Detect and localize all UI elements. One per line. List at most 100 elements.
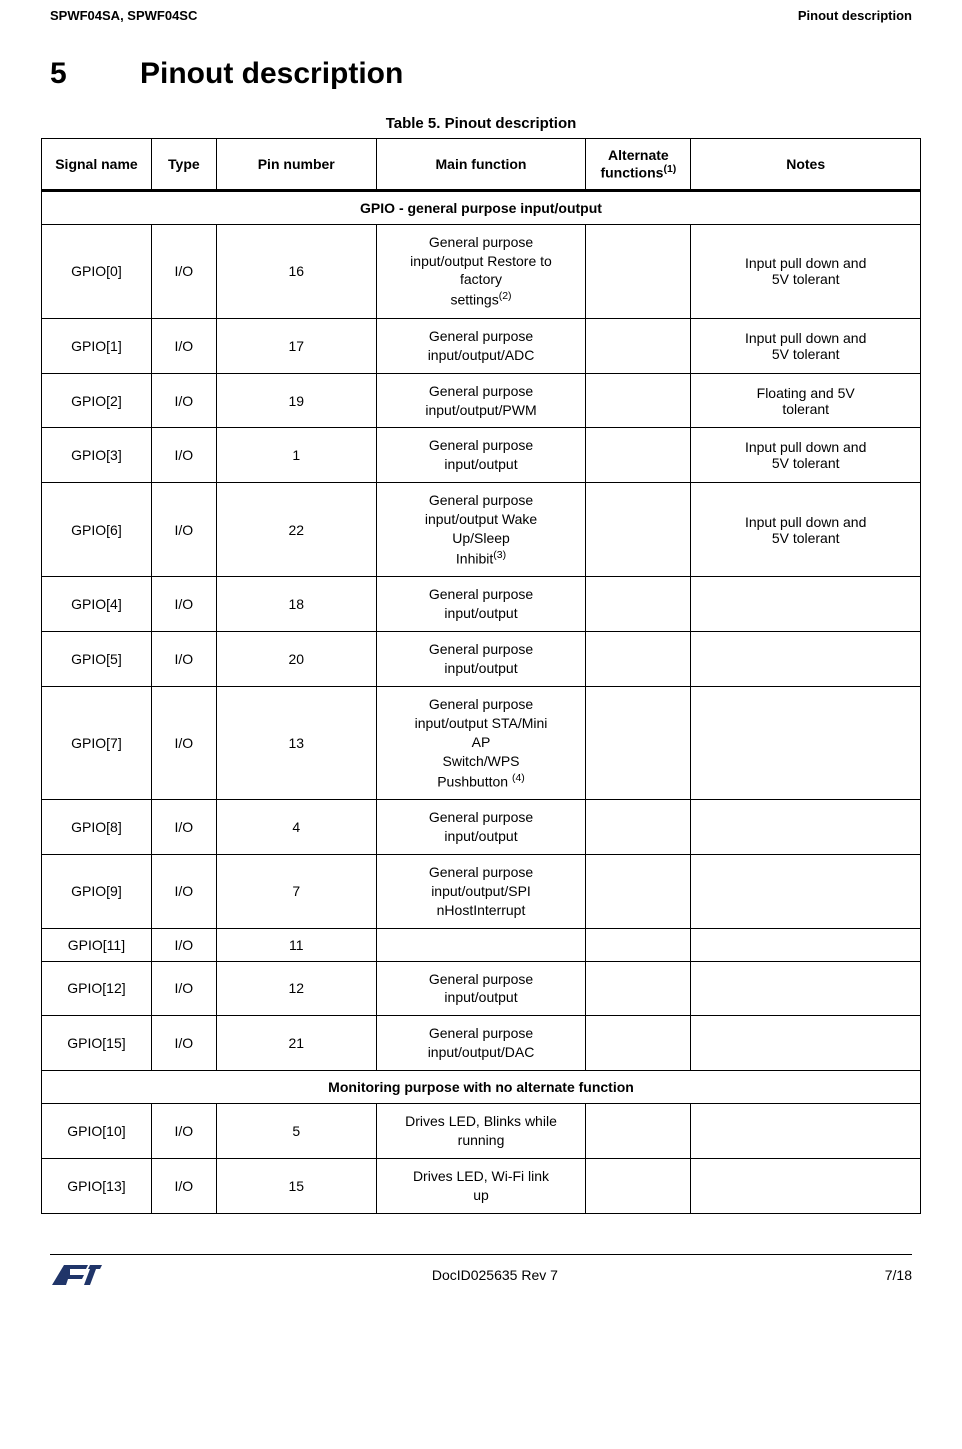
table-row: GPIO[2] I/O 19 General purpose input/out… [42, 373, 921, 428]
table-header-row: Signal name Type Pin number Main functio… [42, 139, 921, 191]
cell-signal: GPIO[3] [42, 428, 152, 483]
table-row: GPIO[3] I/O 1 General purpose input/outp… [42, 428, 921, 483]
cell-notes [691, 1016, 921, 1071]
main-line: input/output Restore to [410, 253, 552, 269]
main-line: input/output [444, 660, 517, 676]
cell-type: I/O [151, 800, 216, 855]
notes-line: Input pull down and [745, 330, 866, 346]
main-line: General purpose [429, 586, 533, 602]
pinout-table: Signal name Type Pin number Main functio… [41, 138, 921, 1214]
table-row: GPIO[13] I/O 15 Drives LED, Wi-Fi link u… [42, 1158, 921, 1213]
main-line: General purpose [429, 437, 533, 453]
main-line: input/output/DAC [428, 1044, 535, 1060]
cell-type: I/O [151, 483, 216, 577]
cell-main [376, 928, 586, 961]
main-line: Drives LED, Wi-Fi link [413, 1168, 549, 1184]
cell-type: I/O [151, 318, 216, 373]
main-line: up [473, 1187, 489, 1203]
main-line: General purpose [429, 864, 533, 880]
cell-alt [586, 1104, 691, 1159]
cell-alt [586, 854, 691, 928]
main-line: General purpose [429, 492, 533, 508]
table-row: GPIO[9] I/O 7 General purpose input/outp… [42, 854, 921, 928]
cell-alt [586, 577, 691, 632]
table-row: GPIO[0] I/O 16 General purpose input/out… [42, 224, 921, 318]
col-notes-header: Notes [691, 139, 921, 191]
main-line: settings [450, 292, 498, 308]
alt-header-sup: (1) [663, 163, 676, 175]
cell-signal: GPIO[4] [42, 577, 152, 632]
cell-alt [586, 483, 691, 577]
table-row: GPIO[11] I/O 11 [42, 928, 921, 961]
main-line: General purpose [429, 328, 533, 344]
table-row: GPIO[8] I/O 4 General purpose input/outp… [42, 800, 921, 855]
cell-alt [586, 373, 691, 428]
main-line: input/output [444, 605, 517, 621]
cell-alt [586, 1158, 691, 1213]
section-gpio-label: GPIO - general purpose input/output [42, 190, 921, 224]
footer-doc-id: DocID025635 Rev 7 [432, 1267, 558, 1283]
main-line: input/output/SPI [431, 883, 531, 899]
cell-main: General purpose input/output [376, 577, 586, 632]
cell-main: General purpose input/output STA/Mini AP… [376, 687, 586, 800]
main-line: Inhibit [456, 551, 493, 567]
cell-type: I/O [151, 961, 216, 1016]
notes-line: 5V tolerant [772, 530, 840, 546]
cell-notes [691, 961, 921, 1016]
table-row: GPIO[4] I/O 18 General purpose input/out… [42, 577, 921, 632]
notes-line: Input pull down and [745, 255, 866, 271]
notes-line: 5V tolerant [772, 455, 840, 471]
cell-type: I/O [151, 373, 216, 428]
cell-signal: GPIO[5] [42, 632, 152, 687]
cell-alt [586, 318, 691, 373]
main-line: input/output Wake [425, 511, 537, 527]
main-line: input/output/PWM [425, 402, 536, 418]
footer-page-number: 7/18 [885, 1267, 912, 1283]
table-caption: Table 5. Pinout description [0, 101, 962, 138]
main-line: input/output [444, 828, 517, 844]
section-title: Pinout description [140, 57, 403, 90]
cell-pin: 21 [216, 1016, 376, 1071]
main-line: Up/Sleep [452, 530, 510, 546]
cell-alt [586, 632, 691, 687]
alt-header-line2: functions [600, 165, 663, 181]
col-type-header: Type [151, 139, 216, 191]
cell-pin: 11 [216, 928, 376, 961]
cell-main: Drives LED, Blinks while running [376, 1104, 586, 1159]
cell-signal: GPIO[7] [42, 687, 152, 800]
cell-main: General purpose input/output [376, 800, 586, 855]
cell-notes [691, 577, 921, 632]
cell-type: I/O [151, 928, 216, 961]
cell-signal: GPIO[6] [42, 483, 152, 577]
cell-main: General purpose input/output Wake Up/Sle… [376, 483, 586, 577]
cell-signal: GPIO[11] [42, 928, 152, 961]
cell-main: General purpose input/output [376, 961, 586, 1016]
header-section-title: Pinout description [798, 8, 912, 23]
main-line: input/output [444, 989, 517, 1005]
main-line: General purpose [429, 1025, 533, 1041]
col-main-header: Main function [376, 139, 586, 191]
cell-pin: 5 [216, 1104, 376, 1159]
col-signal-header: Signal name [42, 139, 152, 191]
section-monitoring-label: Monitoring purpose with no alternate fun… [42, 1071, 921, 1104]
section-heading: 5Pinout description [0, 27, 962, 101]
cell-pin: 12 [216, 961, 376, 1016]
cell-pin: 22 [216, 483, 376, 577]
cell-main: General purpose input/output [376, 428, 586, 483]
cell-type: I/O [151, 1104, 216, 1159]
col-pin-header: Pin number [216, 139, 376, 191]
table-row: GPIO[15] I/O 21 General purpose input/ou… [42, 1016, 921, 1071]
main-line: General purpose [429, 809, 533, 825]
table-row: GPIO[12] I/O 12 General purpose input/ou… [42, 961, 921, 1016]
st-logo-icon [50, 1261, 105, 1289]
main-line: input/output STA/Mini [415, 715, 548, 731]
cell-type: I/O [151, 224, 216, 318]
cell-pin: 19 [216, 373, 376, 428]
main-line: input/output/ADC [428, 347, 535, 363]
main-line: input/output [444, 456, 517, 472]
main-line: General purpose [429, 234, 533, 250]
cell-signal: GPIO[13] [42, 1158, 152, 1213]
cell-alt [586, 1016, 691, 1071]
cell-pin: 1 [216, 428, 376, 483]
cell-type: I/O [151, 1158, 216, 1213]
